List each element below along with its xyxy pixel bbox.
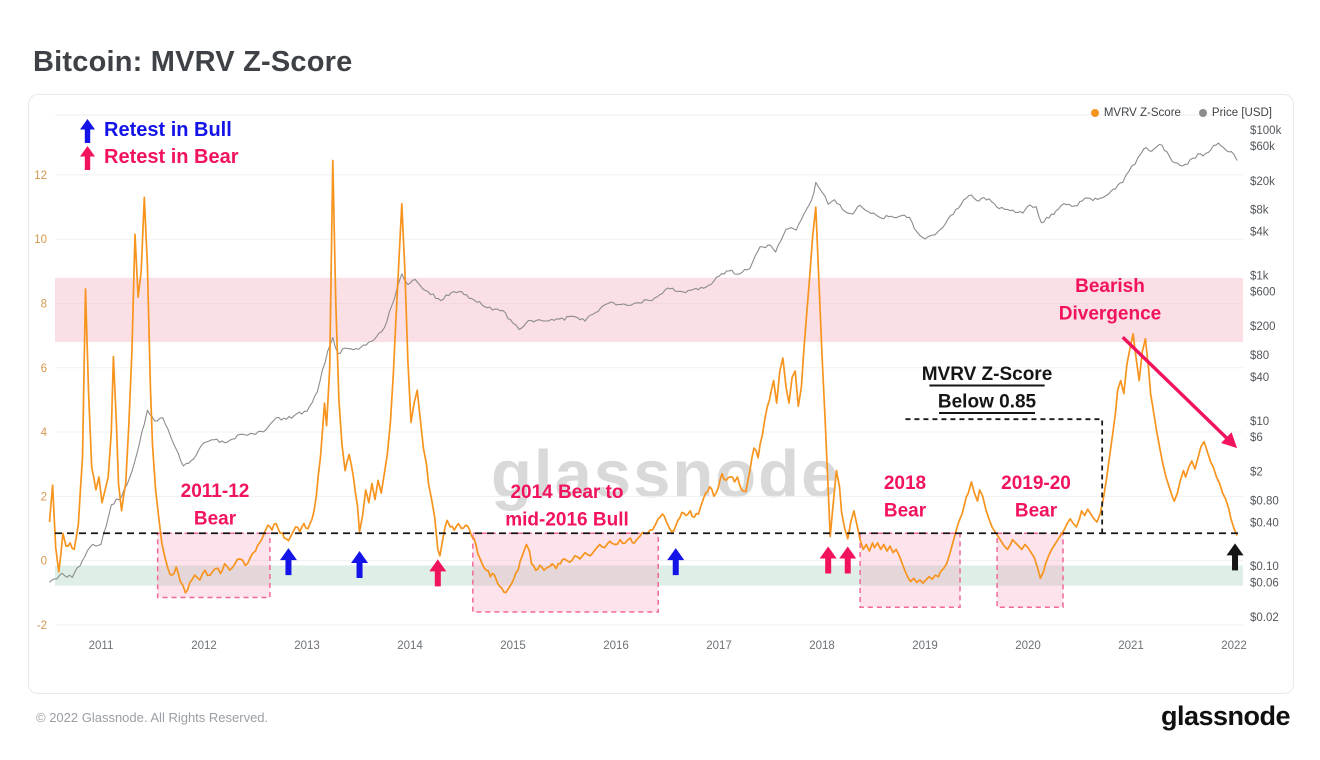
bear-box bbox=[156, 532, 271, 599]
y-right-tick: $60k bbox=[1250, 141, 1275, 153]
divergence-arrow-head bbox=[1221, 432, 1238, 449]
pink-up-arrow-icon bbox=[80, 145, 95, 170]
y-right-tick: $6 bbox=[1250, 432, 1263, 444]
callout-bracket-line bbox=[905, 418, 1104, 534]
legend-swatch-mvrv-icon bbox=[1090, 109, 1099, 117]
bear-market-boxes bbox=[156, 532, 1064, 613]
y-left-tick: 8 bbox=[41, 298, 47, 310]
retest-key: Retest in Bull Retest in Bear bbox=[80, 117, 239, 171]
y-left-tick: 6 bbox=[41, 363, 47, 375]
price-line[interactable] bbox=[49, 142, 1238, 583]
callout-bracket bbox=[905, 418, 1104, 534]
annotation-bear-2011-12: 2011-12 bbox=[181, 481, 250, 502]
y-right-tick: $200 bbox=[1250, 321, 1276, 333]
x-axis-tick: 2018 bbox=[809, 640, 835, 652]
x-axis-tick: 2020 bbox=[1015, 640, 1041, 652]
annotation-bearish-divergence: Bearish bbox=[1075, 276, 1145, 297]
x-axis-tick: 2011 bbox=[89, 640, 114, 652]
annotation-below-threshold: Below 0.85 bbox=[938, 392, 1037, 413]
legend-item-price[interactable]: Price [USD] bbox=[1198, 107, 1272, 119]
y-left-tick: 4 bbox=[41, 427, 48, 439]
retest-in-bull-key: Retest in Bull bbox=[80, 117, 239, 144]
y-left-tick: -2 bbox=[37, 620, 47, 632]
value-bands bbox=[55, 277, 1243, 586]
glassnode-watermark: glassnode bbox=[491, 437, 841, 512]
retest-bear-label: Retest in Bear bbox=[104, 146, 239, 168]
blue-up-arrow bbox=[667, 548, 685, 576]
annotation-bear-2019-20: Bear bbox=[1015, 501, 1058, 522]
y-right-tick: $0.80 bbox=[1250, 496, 1279, 508]
x-axis-tick: 2012 bbox=[191, 640, 217, 652]
text-annotations: 2011-12 Bear 2014 Bear to mid-2016 Bull 2018… bbox=[181, 276, 1162, 531]
annotation-bear-2018: 2018 bbox=[884, 473, 926, 494]
x-axis-tick: 2016 bbox=[603, 640, 629, 652]
y-right-tick: $80 bbox=[1250, 350, 1269, 362]
y-right-tick: $600 bbox=[1250, 287, 1276, 299]
y-right-tick: $100k bbox=[1250, 125, 1282, 137]
y-right-tick: $8k bbox=[1250, 205, 1269, 217]
y-right-tick: $2 bbox=[1250, 467, 1263, 479]
annotation-bear-2014-16: mid-2016 Bull bbox=[505, 510, 629, 531]
x-axis-tick: 2022 bbox=[1221, 640, 1247, 652]
legend-item-mvrv[interactable]: MVRV Z-Score bbox=[1090, 107, 1181, 119]
grid-and-axes: -2 0 2 4 6 8 10 12 $100k $60k $20k $8k $4k $1k $600 $20… bbox=[34, 114, 1282, 652]
legend-swatch-price-icon bbox=[1198, 109, 1207, 117]
y-left-tick: 12 bbox=[34, 170, 47, 182]
band bbox=[55, 565, 1243, 586]
mvrv-line[interactable] bbox=[48, 159, 1238, 594]
x-axis-tick: 2021 bbox=[1118, 640, 1144, 652]
blue-up-arrow-icon bbox=[80, 118, 95, 143]
x-axis-tick: 2015 bbox=[500, 640, 526, 652]
blue-up-arrow bbox=[351, 551, 369, 579]
y-right-tick: $0.02 bbox=[1250, 612, 1279, 624]
y-right-tick: $0.10 bbox=[1250, 561, 1279, 573]
y-right-tick: $4k bbox=[1250, 227, 1269, 239]
y-left-tick: 2 bbox=[41, 491, 47, 503]
y-left-tick: 0 bbox=[41, 556, 47, 568]
annotation-bearish-divergence: Divergence bbox=[1059, 304, 1161, 325]
price-line-series bbox=[49, 142, 1238, 583]
chart-card: glassnode bbox=[28, 94, 1294, 694]
y-right-tick: $1k bbox=[1250, 270, 1269, 282]
x-axis-tick: 2017 bbox=[706, 640, 732, 652]
pink-up-arrow bbox=[819, 546, 837, 574]
y-left-tick: 10 bbox=[34, 234, 47, 246]
page-title: Bitcoin: MVRV Z-Score bbox=[33, 46, 353, 79]
x-axis-tick: 2014 bbox=[397, 640, 423, 652]
blue-up-arrow bbox=[279, 548, 297, 576]
bear-box bbox=[996, 532, 1064, 608]
x-axis-tick: 2019 bbox=[912, 640, 938, 652]
black-up-arrow bbox=[1226, 543, 1244, 571]
retest-in-bear-key: Retest in Bear bbox=[80, 144, 239, 171]
divergence-arrow bbox=[1121, 336, 1238, 449]
bear-box bbox=[859, 532, 961, 608]
retest-bull-label: Retest in Bull bbox=[104, 119, 232, 141]
y-right-tick: $0.06 bbox=[1250, 577, 1279, 589]
glassnode-logo: glassnode bbox=[1160, 701, 1291, 731]
event-arrows bbox=[279, 543, 1244, 587]
annotation-below-threshold: MVRV Z-Score bbox=[922, 364, 1053, 385]
mvrv-line-series bbox=[48, 159, 1238, 594]
annotation-bear-2011-12: Bear bbox=[194, 509, 237, 530]
copyright-text: © 2022 Glassnode. All Rights Reserved. bbox=[36, 710, 269, 725]
y-right-tick: $10 bbox=[1250, 416, 1269, 428]
chart-legend: MVRV Z-Score Price [USD] bbox=[1090, 107, 1272, 119]
bear-box bbox=[472, 532, 659, 613]
annotation-bear-2014-16: 2014 Bear to bbox=[510, 482, 623, 503]
annotation-bear-2019-20: 2019-20 bbox=[1001, 473, 1071, 494]
y-right-tick: $20k bbox=[1250, 176, 1275, 188]
divergence-arrow-shaft bbox=[1121, 336, 1232, 444]
y-right-tick: $40 bbox=[1250, 372, 1269, 384]
pink-up-arrow bbox=[839, 546, 857, 574]
legend-label-mvrv: MVRV Z-Score bbox=[1103, 107, 1181, 119]
annotation-bear-2018: Bear bbox=[884, 501, 927, 522]
y-right-tick: $0.40 bbox=[1250, 517, 1279, 529]
x-axis-tick: 2013 bbox=[294, 640, 320, 652]
pink-up-arrow bbox=[429, 559, 447, 587]
band bbox=[55, 277, 1243, 343]
legend-label-price: Price [USD] bbox=[1211, 107, 1272, 119]
